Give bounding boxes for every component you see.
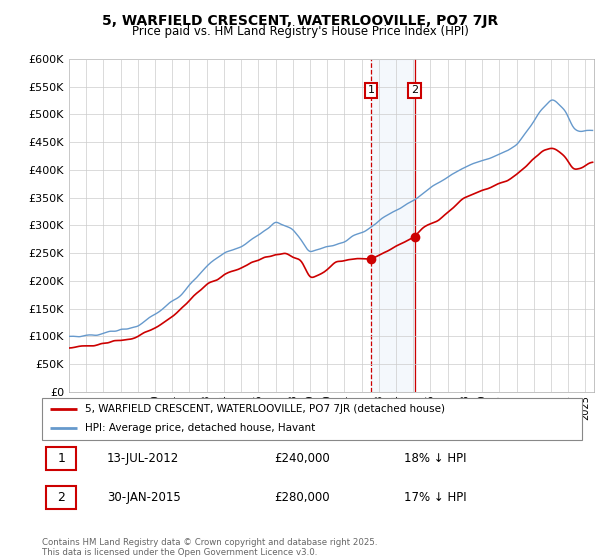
Text: 18% ↓ HPI: 18% ↓ HPI bbox=[404, 452, 466, 465]
Text: 13-JUL-2012: 13-JUL-2012 bbox=[107, 452, 179, 465]
FancyBboxPatch shape bbox=[46, 486, 76, 509]
Text: 5, WARFIELD CRESCENT, WATERLOOVILLE, PO7 7JR (detached house): 5, WARFIELD CRESCENT, WATERLOOVILLE, PO7… bbox=[85, 404, 445, 414]
Text: Contains HM Land Registry data © Crown copyright and database right 2025.
This d: Contains HM Land Registry data © Crown c… bbox=[42, 538, 377, 557]
Text: 2: 2 bbox=[57, 491, 65, 504]
Text: £240,000: £240,000 bbox=[274, 452, 330, 465]
Text: Price paid vs. HM Land Registry's House Price Index (HPI): Price paid vs. HM Land Registry's House … bbox=[131, 25, 469, 38]
Text: HPI: Average price, detached house, Havant: HPI: Average price, detached house, Hava… bbox=[85, 423, 316, 433]
FancyBboxPatch shape bbox=[42, 398, 582, 440]
Text: 1: 1 bbox=[57, 452, 65, 465]
Text: £280,000: £280,000 bbox=[274, 491, 330, 504]
Bar bbox=[371, 59, 415, 392]
FancyBboxPatch shape bbox=[46, 447, 76, 470]
Text: 30-JAN-2015: 30-JAN-2015 bbox=[107, 491, 181, 504]
Text: 5, WARFIELD CRESCENT, WATERLOOVILLE, PO7 7JR: 5, WARFIELD CRESCENT, WATERLOOVILLE, PO7… bbox=[102, 14, 498, 28]
Text: 2: 2 bbox=[411, 86, 418, 95]
Text: 1: 1 bbox=[367, 86, 374, 95]
Text: 17% ↓ HPI: 17% ↓ HPI bbox=[404, 491, 466, 504]
